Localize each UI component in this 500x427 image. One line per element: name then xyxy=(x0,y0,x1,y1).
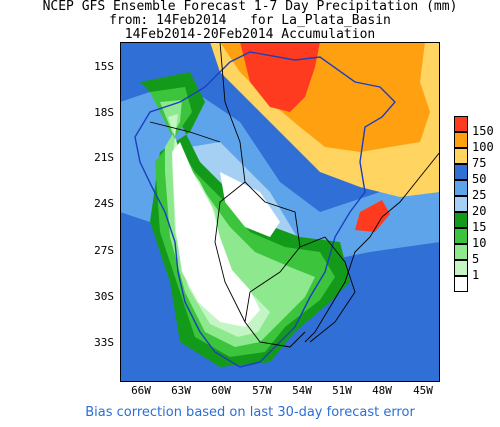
legend-swatch-5 xyxy=(454,244,468,260)
title-line-2: from: 14Feb2014 for La_Plata_Basin xyxy=(109,13,391,28)
lon-tick-54w: 54W xyxy=(292,384,312,397)
lat-tick-15s: 15S xyxy=(94,60,114,73)
legend-label-100: 100 xyxy=(472,140,494,154)
legend-swatch-100 xyxy=(454,132,468,148)
legend-swatch-150 xyxy=(454,116,468,132)
legend-label-5: 5 xyxy=(472,252,480,266)
legend-label-50: 50 xyxy=(472,172,487,186)
precipitation-map xyxy=(120,42,440,382)
lat-tick-24s: 24S xyxy=(94,197,114,210)
lon-tick-51w: 51W xyxy=(332,384,352,397)
lat-tick-21s: 21S xyxy=(94,151,114,164)
legend-label-1: 1 xyxy=(472,268,480,282)
lat-tick-33s: 33S xyxy=(94,336,114,349)
precip-field-150-coast xyxy=(355,200,390,232)
lon-tick-57w: 57W xyxy=(252,384,272,397)
coastline xyxy=(304,151,440,343)
lat-tick-30s: 30S xyxy=(94,290,114,303)
precip-field-dry-east xyxy=(220,172,280,237)
lon-tick-48w: 48W xyxy=(372,384,392,397)
lon-tick-45w: 45W xyxy=(413,384,433,397)
legend-swatch-10 xyxy=(454,228,468,244)
legend-swatch-1 xyxy=(454,260,468,276)
legend-label-75: 75 xyxy=(472,156,487,170)
title-line-3: 14Feb2014-20Feb2014 Accumulation xyxy=(124,27,376,42)
bias-correction-note: Bias correction based on last 30-day for… xyxy=(85,405,415,420)
legend-label-10: 10 xyxy=(472,236,487,250)
basin-outline xyxy=(134,51,396,368)
legend-swatch-20 xyxy=(454,196,468,212)
lon-tick-60w: 60W xyxy=(211,384,231,397)
legend-swatch-15 xyxy=(454,212,468,228)
country-borders xyxy=(149,42,356,348)
legend-label-20: 20 xyxy=(472,204,487,218)
legend-label-15: 15 xyxy=(472,220,487,234)
legend-swatch-50 xyxy=(454,164,468,180)
legend-label-150: 150 xyxy=(472,124,494,138)
map-frame xyxy=(120,42,440,382)
lat-tick-27s: 27S xyxy=(94,244,114,257)
title-line-1: NCEP GFS Ensemble Forecast 1-7 Day Preci… xyxy=(42,0,458,14)
lat-tick-18s: 18S xyxy=(94,106,114,119)
lon-tick-63w: 63W xyxy=(171,384,191,397)
legend-label-25: 25 xyxy=(472,188,487,202)
lon-tick-66w: 66W xyxy=(131,384,151,397)
legend-swatch-25 xyxy=(454,180,468,196)
legend-swatch-none xyxy=(454,276,468,292)
legend-swatch-75 xyxy=(454,148,468,164)
